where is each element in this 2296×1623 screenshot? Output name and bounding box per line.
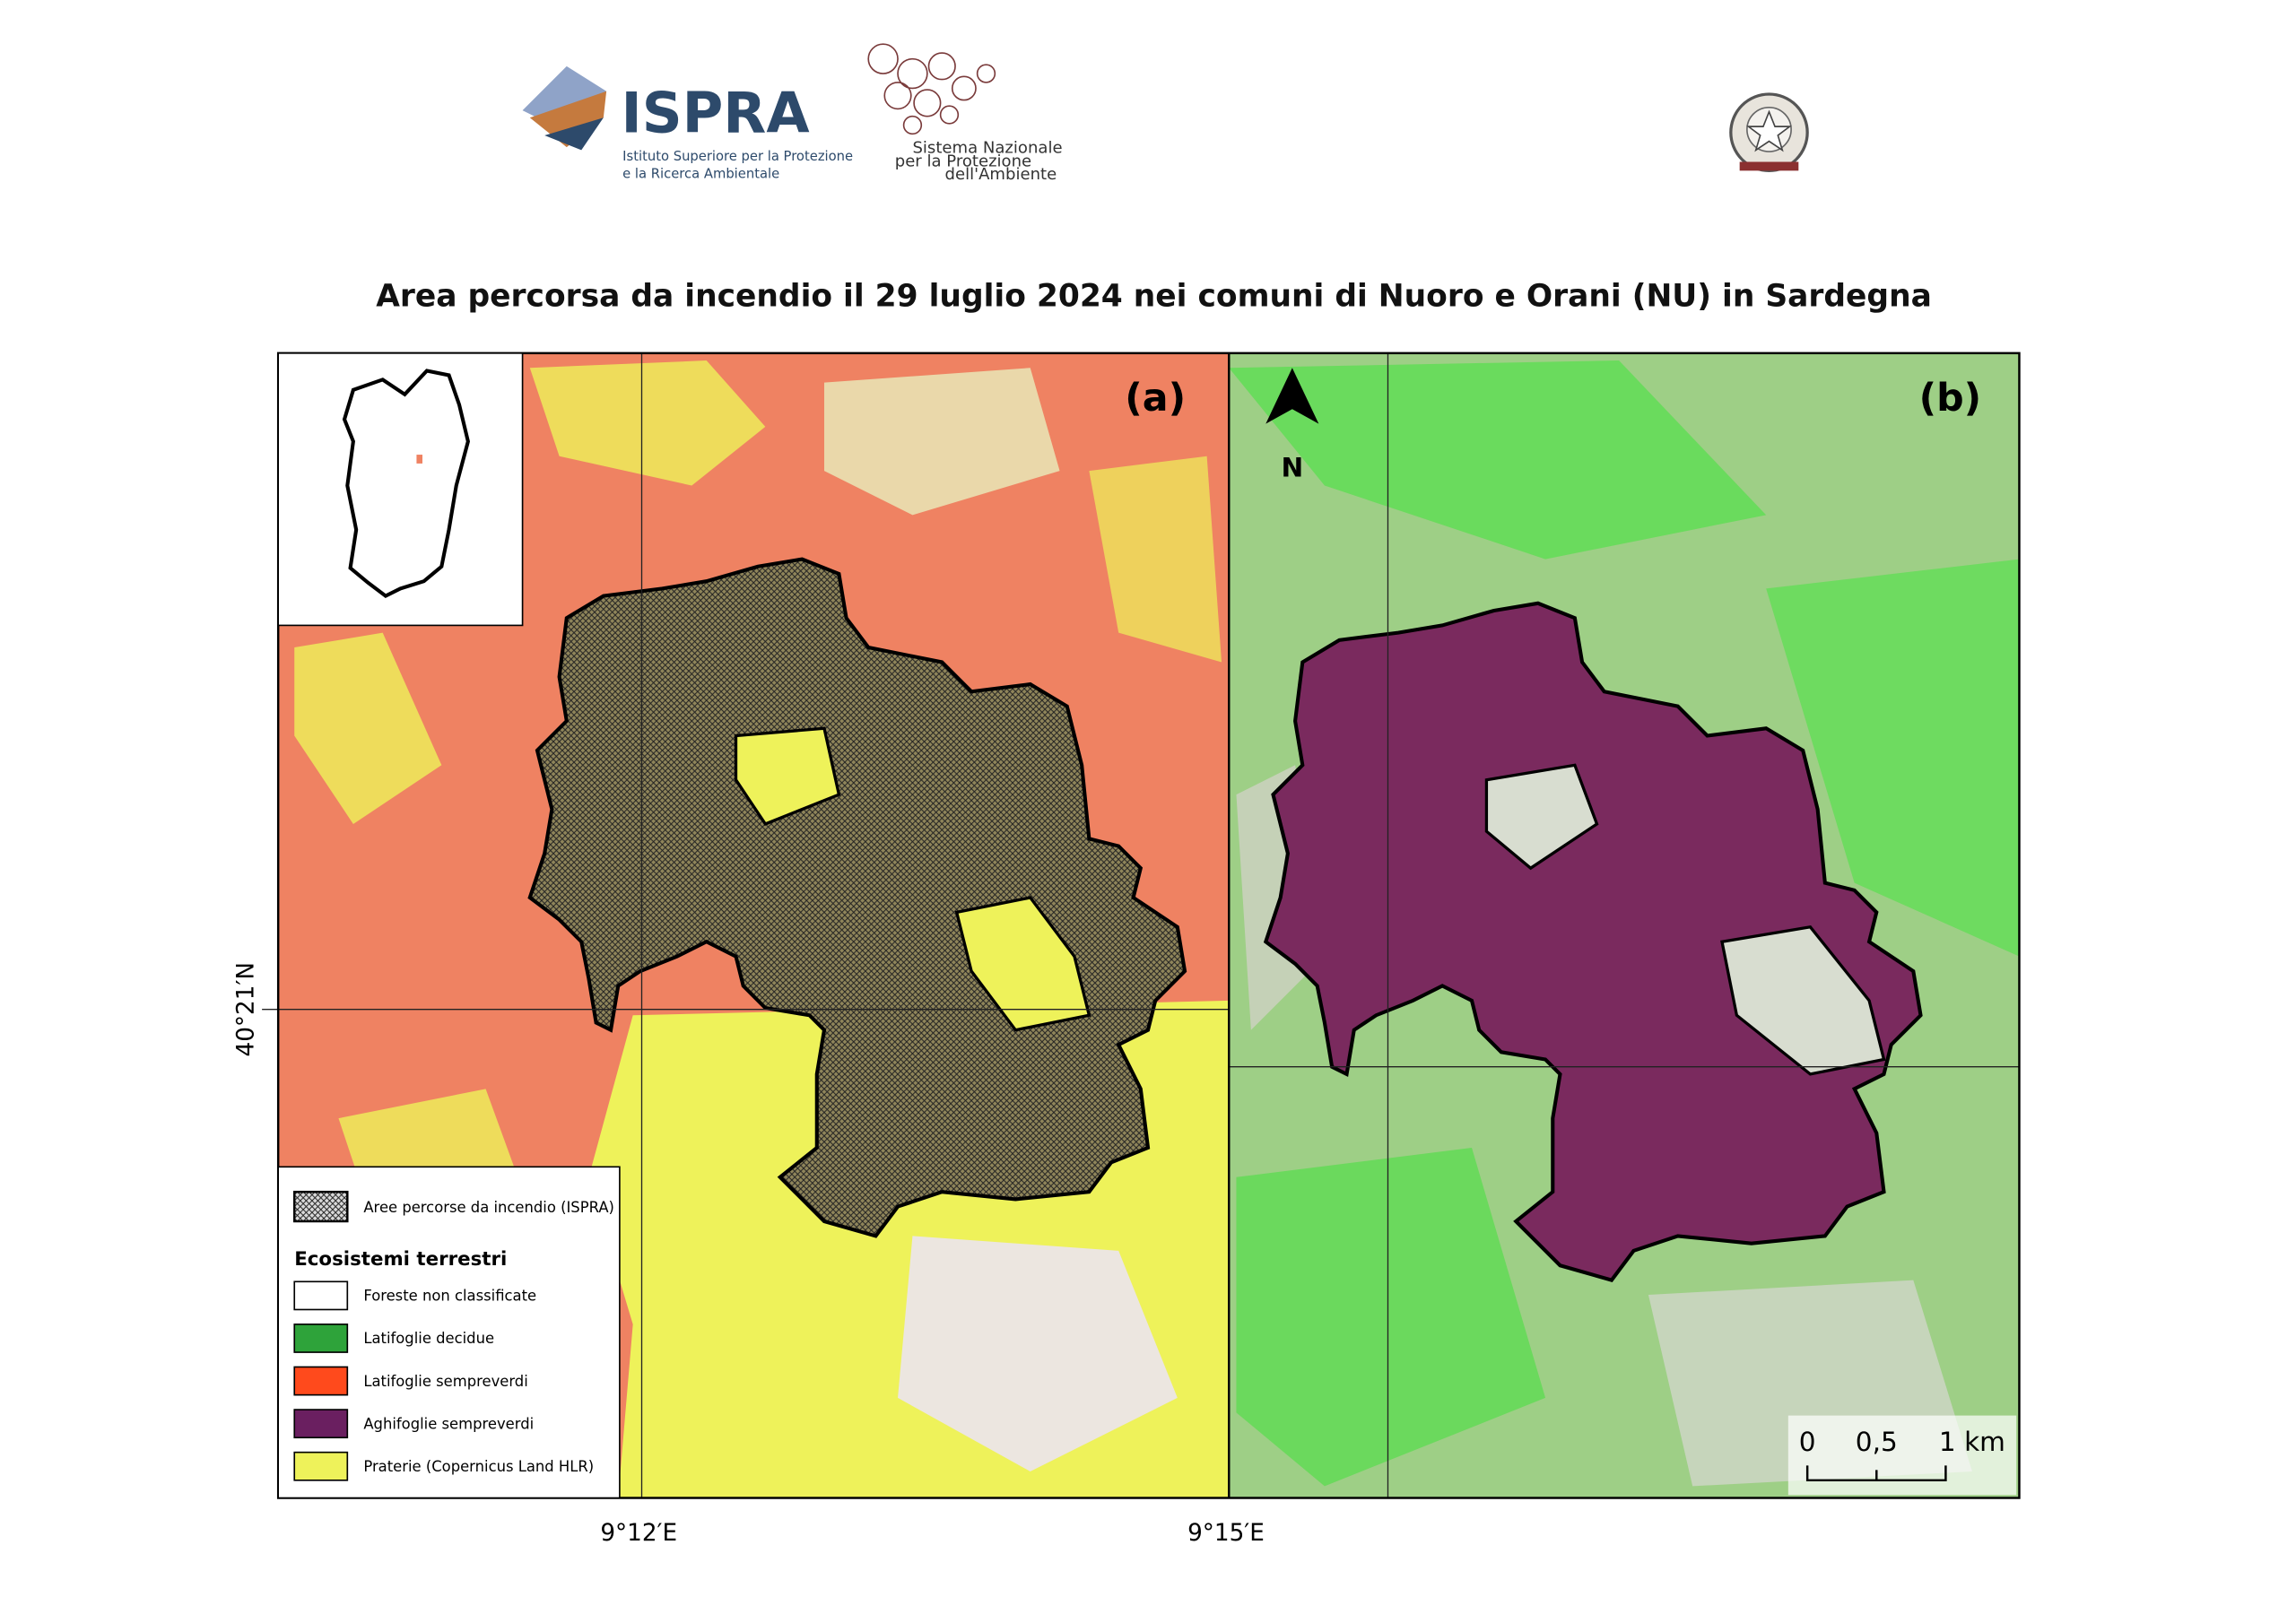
snpa-text: Sistema Nazionale: [912, 139, 1062, 158]
ispra-logo: ISPRA Istituto Superiore per la Protezio…: [522, 65, 853, 182]
legend-swatch: [293, 1451, 349, 1481]
legend-label: Aghifoglie sempreverdi: [363, 1415, 534, 1432]
scale-label: 0: [1799, 1427, 1816, 1457]
map-title: Area percorsa da incendio il 29 luglio 2…: [376, 278, 1932, 314]
map-frame: [276, 352, 2021, 1499]
legend-label: Praterie (Copernicus Land HLR): [363, 1458, 594, 1475]
lon-label: 9°12′E: [600, 1520, 677, 1547]
scale-label: 0,5: [1856, 1427, 1898, 1457]
north-arrow: [1265, 368, 1319, 424]
legend-label: Foreste non classificate: [363, 1288, 536, 1305]
legend-swatch: [293, 1324, 349, 1353]
inset-map: [277, 352, 524, 627]
lon-label: 9°15′E: [1187, 1520, 1265, 1547]
panel-b: [1229, 352, 2020, 1498]
legend-label: Aree percorse da incendio (ISPRA): [363, 1199, 614, 1216]
scale-bar: 0 0,5 1 km: [1787, 1415, 2017, 1496]
snpa-text: per la Protezione: [895, 152, 1031, 170]
snpa-text: dell'Ambiente: [945, 165, 1057, 184]
panel-label: (a): [1125, 376, 1186, 421]
legend: Aree percorse da incendio (ISPRA) Ecosis…: [277, 1166, 621, 1499]
legend-swatch: [293, 1409, 349, 1439]
lat-label: 40°21′N: [232, 962, 259, 1057]
legend-label: Latifoglie decidue: [363, 1330, 494, 1347]
graticule: [262, 352, 2020, 1498]
legend-heading: Ecosistemi terrestri: [294, 1248, 507, 1271]
scale-label: 1 km: [1939, 1427, 2005, 1457]
legend-swatch: [293, 1366, 349, 1396]
north-label: N: [1281, 453, 1303, 483]
legend-label: Latifoglie sempreverdi: [363, 1373, 527, 1390]
ispra-sub: Istituto Superiore per la Protezione: [622, 149, 853, 164]
legend-swatch: [293, 1280, 349, 1311]
ispra-sub: e la Ricerca Ambientale: [622, 167, 779, 182]
snpa-logo: Sistema Nazionale per la Protezione dell…: [867, 43, 1063, 184]
ispra-text: ISPRA: [622, 81, 810, 146]
republic-emblem: [1729, 92, 1809, 172]
panel-label: (b): [1919, 376, 1982, 421]
